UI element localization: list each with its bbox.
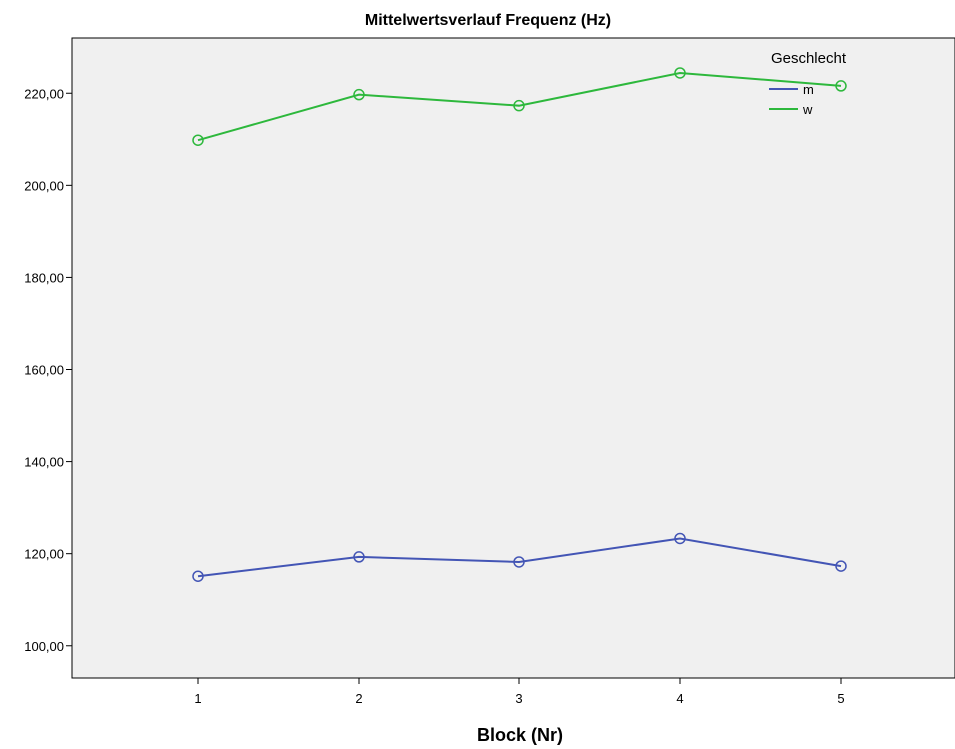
chart-title: Mittelwertsverlauf Frequenz (Hz) (365, 12, 611, 29)
y-tick-label: 160,00 (24, 363, 64, 378)
plot-area (71, 37, 955, 679)
legend: Geschlecht mw (769, 50, 847, 117)
legend-label-w: w (802, 102, 813, 117)
y-tick-label: 120,00 (24, 547, 64, 562)
series-line-w (197, 71, 842, 142)
x-tick-label: 5 (837, 691, 844, 706)
data-point-m (513, 556, 525, 568)
x-axis: 1 2 3 4 5 (194, 678, 845, 706)
y-tick-label: 180,00 (24, 270, 64, 285)
data-point-w (513, 99, 525, 112)
x-tick-label: 4 (676, 691, 683, 706)
y-axis: 100,00 120,00 140,00 160,00 180,00 200,00 220,… (24, 86, 72, 654)
legend-label-m: m (803, 82, 814, 97)
x-axis-label: Block (Nr) (477, 725, 563, 745)
y-tick-label: 200,00 (24, 178, 64, 193)
y-tick-label: 220,00 (24, 86, 64, 101)
series-line-m (197, 537, 842, 578)
data-point-w (835, 80, 847, 92)
series-layer (192, 67, 847, 582)
y-tick-label: 100,00 (24, 639, 64, 654)
data-point-m (353, 551, 365, 563)
x-tick-label: 2 (355, 691, 362, 706)
data-point-m (674, 532, 686, 545)
data-point-w (674, 67, 686, 79)
data-point-w (353, 88, 365, 101)
data-point-m (835, 560, 847, 572)
legend-title: Geschlecht (771, 50, 847, 67)
x-tick-label: 1 (194, 691, 201, 706)
legend-items: mw (769, 82, 814, 117)
data-point-w (192, 134, 204, 146)
y-tick-label: 140,00 (24, 455, 64, 470)
x-tick-label: 3 (515, 691, 522, 706)
data-point-m (192, 570, 204, 582)
